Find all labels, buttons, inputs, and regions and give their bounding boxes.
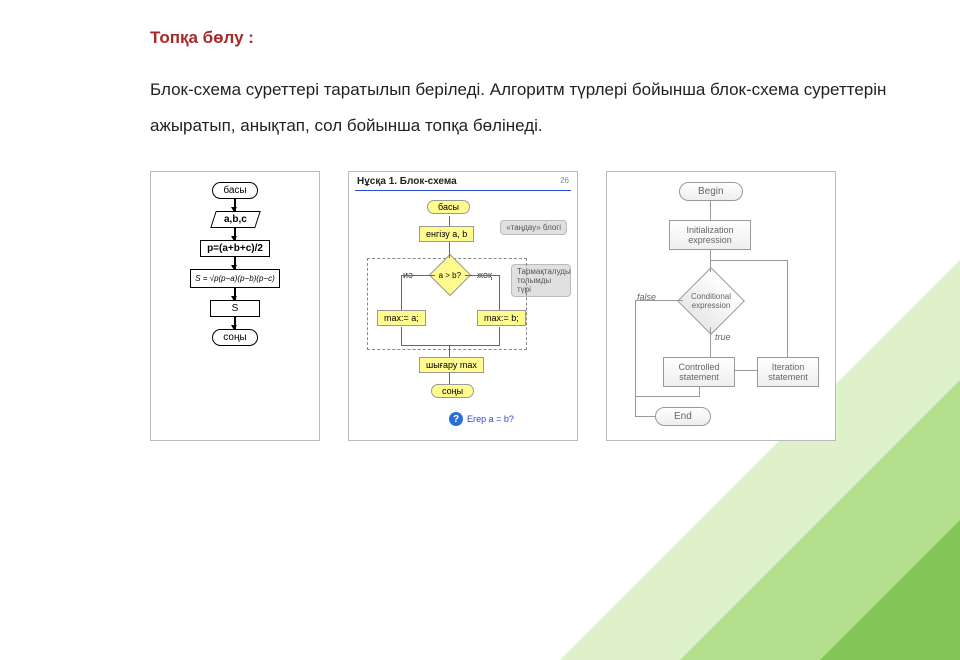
node3-begin: Begin xyxy=(679,182,743,201)
node2-start: басы xyxy=(427,200,470,214)
slide-title: Топқа бөлу : xyxy=(150,28,900,48)
node3-end: End xyxy=(655,407,711,426)
flowchart-branch: Нұсқа 1. Блок-схема 26 «таңдау» блогі Та… xyxy=(348,171,578,441)
node-p: p=(a+b+c)/2 xyxy=(200,240,270,257)
question-text: Егер a = b? xyxy=(467,414,514,424)
slide-content: Топқа бөлу : Блок-схема суреттері тараты… xyxy=(0,0,960,441)
node-start: басы xyxy=(212,182,257,199)
node-output: S xyxy=(210,300,260,317)
question-row: ? Егер a = b? xyxy=(449,412,514,426)
flowchart-row: басы a,b,c p=(a+b+c)/2 S = √p(p−a)(p−b)(… xyxy=(150,171,900,441)
node3-cond: Conditional expression xyxy=(677,267,745,335)
question-icon: ? xyxy=(449,412,463,426)
node3-iter: Iteration statement xyxy=(757,357,819,387)
node3-init: Initialization expression xyxy=(669,220,751,250)
node2-out: шығару max xyxy=(419,357,484,373)
node-end: соңы xyxy=(212,329,257,346)
node-input: a,b,c xyxy=(210,211,260,228)
node2-end: соңы xyxy=(431,384,474,398)
flowchart-linear: басы a,b,c p=(a+b+c)/2 S = √p(p−a)(p−b)(… xyxy=(150,171,320,441)
node-s: S = √p(p−a)(p−b)(p−c) xyxy=(190,269,280,288)
panel2-title: Нұсқа 1. Блок-схема xyxy=(357,176,457,187)
flowchart-loop: Begin Initialization expression Conditio… xyxy=(606,171,836,441)
node2-left: max:= a; xyxy=(377,310,426,326)
node3-ctrl: Controlled statement xyxy=(663,357,735,387)
node2-right: max:= b; xyxy=(477,310,526,326)
edge-true: true xyxy=(715,332,731,342)
node2-input: енгізу a, b xyxy=(419,226,474,242)
callout-decision: «таңдау» блогі xyxy=(500,220,567,235)
slide-paragraph: Блок-схема суреттері таратылып беріледі.… xyxy=(150,72,900,143)
panel2-page-no: 26 xyxy=(560,176,569,185)
